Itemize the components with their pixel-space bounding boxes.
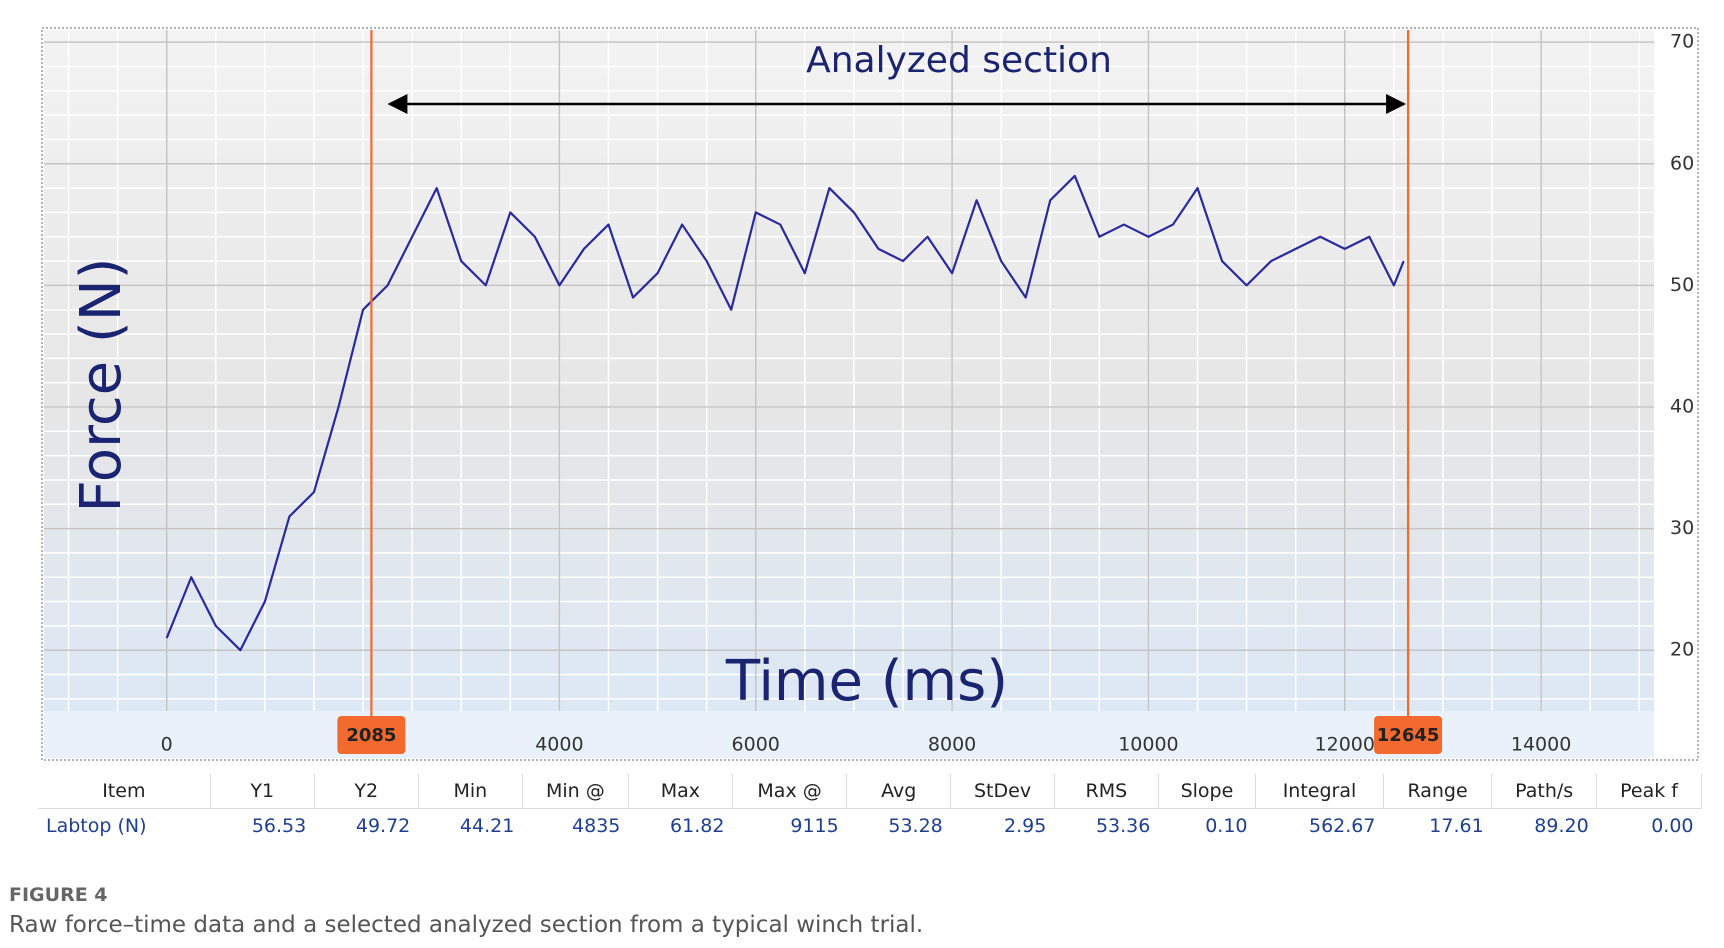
- x-tick-label: 12000: [1315, 734, 1375, 756]
- y-tick-label: 40: [1670, 395, 1694, 417]
- chart: 0 4000 6000 8000 10000 12000 14000 20 30 40 50 60 70…: [41, 27, 1699, 761]
- x-tick-label: 14000: [1511, 734, 1571, 756]
- header-cell: Slope: [1158, 774, 1257, 809]
- cursor-badge: [337, 716, 406, 754]
- y-tick-label: 50: [1670, 274, 1694, 296]
- x-tick-label: 10000: [1118, 734, 1178, 756]
- table-cell: 53.36: [1095, 815, 1151, 837]
- cursor-label: 2085: [346, 725, 396, 746]
- figure-caption: Raw force–time data and a selected analy…: [9, 912, 924, 938]
- table-cell: 0.00: [1651, 815, 1694, 837]
- table-cell: 562.67: [1308, 815, 1376, 837]
- header-cell: Max @: [732, 774, 848, 809]
- x-tick-label: 4000: [535, 734, 583, 756]
- table-cell: 44.21: [459, 815, 515, 837]
- stats-table: Item Y1 Y2 Min Min @ Max Max @ Avg StDev RMS Slope…: [38, 774, 1702, 843]
- y-axis-title: Force (N): [69, 258, 134, 513]
- x-tick-label: 0: [161, 734, 173, 756]
- table-cell: 9115: [790, 815, 839, 837]
- header-cell: Min: [418, 774, 523, 809]
- table-cell: 49.72: [355, 815, 411, 837]
- cursor-badge: [1374, 716, 1443, 754]
- header-cell: Max: [628, 774, 733, 809]
- y-tick-label: 20: [1670, 639, 1694, 661]
- table-cell: 2.95: [1004, 815, 1047, 837]
- header-cell: Peak f: [1596, 774, 1702, 809]
- header-cell: StDev: [950, 774, 1055, 809]
- header-cell: Integral: [1255, 774, 1384, 809]
- table-cell: 61.82: [670, 815, 725, 837]
- table-cell: 4835: [572, 815, 621, 837]
- plot-area: [44, 30, 1654, 711]
- table-cell: 89.20: [1534, 815, 1589, 837]
- table-cell: 0.10: [1205, 815, 1248, 837]
- header-cell: RMS: [1054, 774, 1159, 809]
- table-cell: 17.61: [1429, 815, 1484, 837]
- y-tick-label: 30: [1670, 517, 1694, 539]
- table-row: Labtop (N) 56.53 49.72 44.21 4835 61.82 9115 53…: [38, 809, 1702, 844]
- table-cell: 53.28: [888, 815, 943, 837]
- x-tick-label: 8000: [928, 734, 976, 756]
- y-tick-label: 70: [1670, 31, 1694, 53]
- annotation-title: Analyzed section: [806, 40, 1112, 81]
- header-cell: Path/s: [1491, 774, 1598, 809]
- header-cell: Avg: [846, 774, 952, 809]
- header-cell: Y1: [210, 774, 315, 809]
- x-axis-title: Time (ms): [725, 649, 1008, 714]
- header-cell: Y2: [314, 774, 419, 809]
- figure-label: FIGURE 4: [9, 884, 108, 906]
- header-cell: Item: [38, 774, 211, 809]
- x-tick-label: 6000: [732, 734, 780, 756]
- table-cell: 56.53: [251, 815, 307, 837]
- data-line: [165, 174, 1405, 652]
- header-cell: Min @: [522, 774, 629, 809]
- y-tick-label: 60: [1670, 152, 1694, 174]
- table-cell: Labtop (N): [46, 815, 147, 837]
- table-header: Item Y1 Y2 Min Min @ Max Max @ Avg StDev RMS Slope…: [38, 774, 1702, 809]
- cursor-label: 12645: [1377, 725, 1440, 746]
- header-cell: Range: [1383, 774, 1493, 809]
